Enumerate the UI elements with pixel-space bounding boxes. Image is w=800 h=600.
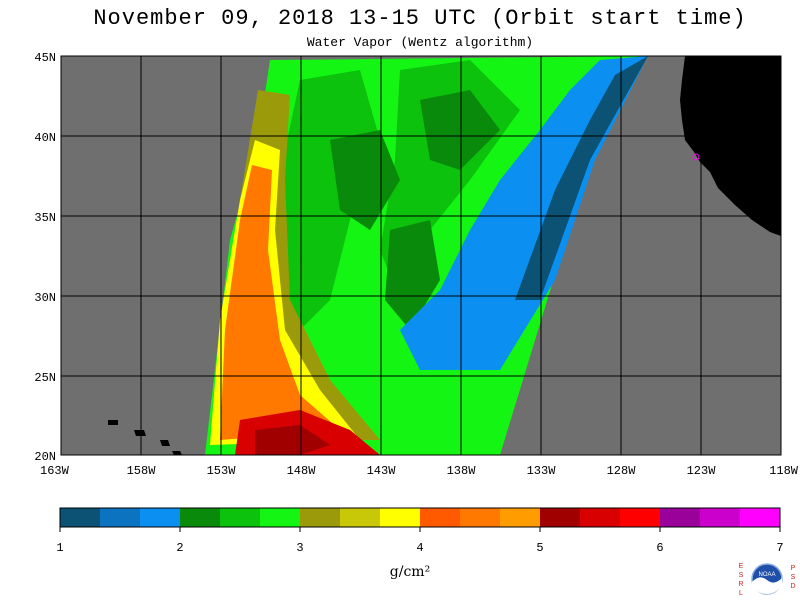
swath-orange [220, 165, 340, 440]
swath-layer [205, 56, 648, 455]
lon-label: 153W [207, 464, 237, 478]
logo-right-letter: S [791, 574, 796, 581]
land-mass [680, 56, 781, 236]
lon-axis: 163W 158W 153W 148W 143W 138W 133W 128W 123W 118W [40, 464, 799, 478]
noaa-logo-text: NOAA [758, 572, 775, 578]
colorbar-tick-label: 5 [536, 541, 543, 555]
lat-label: 20N [34, 450, 56, 464]
logo-right-letter: D [790, 583, 795, 590]
colorbar-swatch [620, 508, 661, 527]
station-marker [692, 153, 700, 161]
colorbar-swatch [700, 508, 741, 527]
lat-label: 35N [34, 211, 56, 225]
lat-label: 45N [34, 51, 56, 65]
lon-label: 148W [287, 464, 317, 478]
colorbar-swatch [260, 508, 301, 527]
colorbar-swatch [500, 508, 541, 527]
lon-label: 123W [687, 464, 717, 478]
map-frame [60, 55, 782, 456]
colorbar-swatch [180, 508, 221, 527]
swath-dark-green-1 [420, 90, 500, 170]
logo-left-letter: E [739, 563, 744, 570]
island-1 [108, 420, 118, 425]
lon-label: 138W [447, 464, 477, 478]
logo-right-letters: PSD [790, 565, 795, 590]
station-label: CZD [700, 146, 722, 160]
colorbar-swatch [460, 508, 501, 527]
colorbar-tick-label: 1 [56, 541, 63, 555]
colorbar-swatch [580, 508, 621, 527]
colorbar-ticks: 1 2 3 4 5 6 7 [56, 527, 784, 555]
colorbar-swatch [540, 508, 581, 527]
lon-label: 143W [367, 464, 397, 478]
colorbar-tick-label: 7 [776, 541, 783, 555]
lon-label: 118W [769, 464, 799, 478]
swath-dark-green-3 [385, 220, 440, 330]
lat-axis: 45N 40N 35N 30N 25N 20N [34, 51, 56, 464]
lon-label: 158W [127, 464, 157, 478]
colorbar-swatch [660, 508, 701, 527]
page-subtitle: Water Vapor (Wentz algorithm) [306, 35, 534, 50]
logo-right-letter: P [791, 565, 796, 572]
colorbar-swatch [380, 508, 421, 527]
colorbar-swatch [300, 508, 341, 527]
lon-label: 128W [607, 464, 637, 478]
colorbar-swatch [420, 508, 461, 527]
colorbar-swatch [100, 508, 141, 527]
logo-left-letter: R [738, 581, 743, 588]
colorbar-swatch [340, 508, 381, 527]
lon-label: 133W [527, 464, 557, 478]
page-title: November 09, 2018 13-15 UTC (Orbit start… [93, 6, 747, 31]
grid [61, 56, 781, 455]
island-4 [172, 451, 182, 455]
lon-label: 163W [40, 464, 70, 478]
colorbar-tick-label: 2 [176, 541, 183, 555]
colorbar-swatch [740, 508, 781, 527]
island-2 [134, 430, 146, 436]
colorbar-tick-label: 4 [416, 541, 423, 555]
colorbar-units: g/cm² [389, 564, 431, 580]
colorbar-swatch [140, 508, 181, 527]
colorbar [59, 507, 781, 528]
lat-label: 25N [34, 371, 56, 385]
colorbar-swatch [220, 508, 261, 527]
logo-left-letter: L [739, 590, 743, 597]
colorbar-tick-label: 3 [296, 541, 303, 555]
swath-dark-red [255, 425, 330, 455]
logo-left-letter: S [739, 572, 744, 579]
swath-dark-blue [515, 56, 648, 300]
swath-dark-green-2 [330, 130, 400, 230]
noaa-logo-wave [752, 577, 782, 594]
lat-label: 40N [34, 131, 56, 145]
island-3 [160, 440, 170, 446]
colorbar-swatch [60, 508, 101, 527]
lat-label: 30N [34, 291, 56, 305]
colorbar-tick-label: 6 [656, 541, 663, 555]
